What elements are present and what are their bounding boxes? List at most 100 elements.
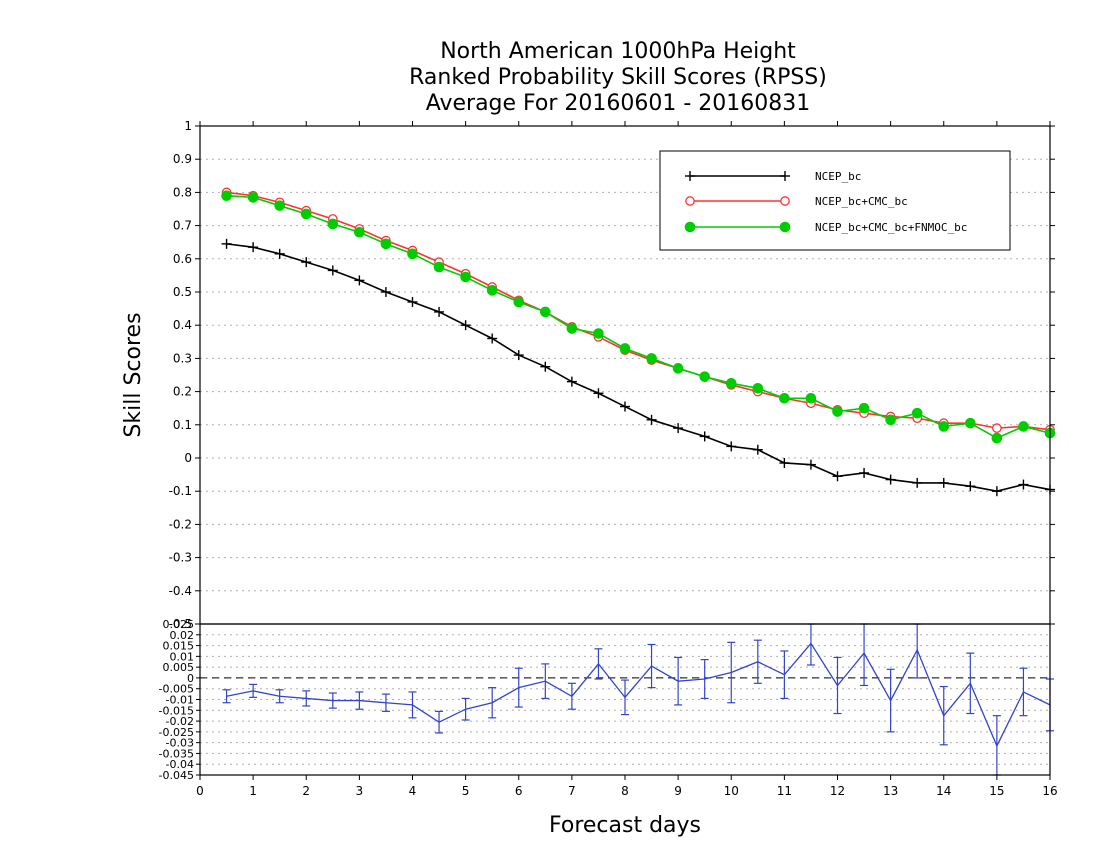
- series-0-point: [912, 477, 923, 488]
- series-0-point: [673, 423, 684, 434]
- series-0-point: [593, 388, 604, 399]
- diff-line: [226, 642, 1051, 748]
- diff-errorbar: [249, 683, 258, 698]
- main-y-tick-label: -0.4: [169, 584, 192, 598]
- series-0-point: [354, 275, 365, 286]
- main-y-tick-label: 0: [184, 451, 192, 465]
- x-tick-label: 15: [989, 784, 1004, 798]
- diff-y-tick-label: -0.02: [166, 715, 194, 728]
- diff-errorbar: [674, 656, 683, 706]
- diff-errorbar: [700, 658, 709, 700]
- series-0-point: [248, 242, 259, 253]
- x-tick-label: 14: [936, 784, 951, 798]
- y-axis-title: Skill Scores: [121, 312, 146, 437]
- diff-errorbar: [939, 685, 948, 746]
- diff-errorbar: [753, 639, 762, 684]
- main-y-tick-label: 0.3: [173, 351, 192, 365]
- diff-errorbar: [727, 641, 736, 704]
- series-2-point: [672, 363, 684, 374]
- diff-errorbar: [408, 691, 417, 719]
- series-0-point: [832, 471, 843, 482]
- series-2-point: [752, 382, 764, 394]
- main-y-tick-label: -0.5: [169, 617, 192, 631]
- diff-y-tick-label: -0.005: [159, 683, 194, 696]
- series-0-point: [752, 444, 763, 455]
- x-tick-label: 6: [515, 784, 523, 798]
- diff-errorbar: [833, 656, 842, 715]
- legend-marker: [779, 221, 791, 233]
- series-2-point: [486, 285, 498, 296]
- series-2-point: [433, 261, 445, 273]
- diff-y-tick-label: 0.005: [163, 661, 195, 674]
- diff-errorbar: [621, 679, 629, 716]
- legend-marker: [684, 221, 696, 233]
- diff-errorbar: [222, 689, 231, 704]
- series-0-point: [859, 467, 870, 478]
- diff-errorbar: [806, 623, 815, 666]
- main-series-layer: [221, 187, 1056, 497]
- x-tick-label: 10: [724, 784, 739, 798]
- series-2-point: [885, 414, 896, 426]
- series-2-point: [300, 208, 312, 220]
- main-y-axis: -0.5 -0.4 -0.3 -0.2 -0.1 0 0.1 0.2 0.3 0.4 0.5 0.6 0…: [169, 119, 1055, 631]
- series-2-point: [566, 323, 578, 334]
- main-y-tick-label: 0.6: [173, 252, 192, 266]
- x-tick-label: 2: [302, 784, 310, 798]
- series-1-point: [992, 423, 1002, 433]
- series-2-point: [619, 343, 631, 354]
- legend: NCEP_bc NCEP_bc+CMC_bc NCEP_bc+CMC_bc+FNMO…: [659, 150, 1011, 251]
- series-2-point: [911, 407, 923, 419]
- series-0-point: [301, 257, 312, 268]
- diff-y-tick-label: 0.015: [163, 640, 195, 653]
- series-2-point: [805, 392, 817, 404]
- diff-y-tick-label: 0.01: [170, 650, 195, 663]
- diff-y-axis: -0.045-0.04-0.035-0.03-0.025-0.02-0.015-…: [159, 618, 200, 782]
- series-2-point: [699, 371, 710, 382]
- main-y-tick-label: 1: [184, 119, 192, 133]
- x-axis: 0 1 2 3 4 5 6 7 8 9 10 11 12 13 14 15 16: [196, 121, 1058, 798]
- series-0-point: [885, 474, 896, 485]
- series-0-point: [779, 457, 790, 468]
- series-0-point: [726, 441, 737, 452]
- series-0-point: [407, 296, 418, 307]
- x-tick-label: 3: [356, 784, 364, 798]
- diff-y-tick-label: -0.015: [159, 704, 194, 717]
- diff-errorbar: [886, 668, 895, 733]
- diff-errorbar: [567, 682, 576, 710]
- series-0-point: [991, 486, 1002, 497]
- series-0-point: [805, 459, 816, 470]
- main-y-tick-label: -0.3: [169, 551, 192, 565]
- diff-errorbar: [488, 687, 497, 719]
- series-2-point: [274, 200, 285, 211]
- sub-series-layer: [222, 623, 1054, 776]
- series-0-point: [274, 248, 285, 259]
- main-y-tick-label: -0.2: [169, 517, 192, 531]
- diff-errorbar: [780, 650, 789, 700]
- diff-errorbar: [355, 691, 364, 710]
- diff-errorbar: [461, 697, 470, 721]
- diff-errorbar: [860, 623, 869, 687]
- diff-y-tick-label: -0.04: [166, 758, 194, 771]
- main-y-tick-label: 0.7: [173, 219, 192, 233]
- diff-errorbar: [302, 690, 311, 707]
- series-2-point: [513, 296, 525, 308]
- diff-errorbar: [381, 693, 390, 712]
- x-tick-label: 5: [462, 784, 470, 798]
- series-0-point: [646, 414, 657, 425]
- series-2-point: [540, 306, 551, 318]
- diff-errorbar: [913, 623, 922, 679]
- series-0-point: [699, 431, 710, 442]
- diff-errorbar: [328, 692, 337, 709]
- series-2-point: [221, 190, 232, 202]
- diff-errorbar: [1019, 667, 1028, 717]
- main-y-tick-label: 0.9: [173, 152, 192, 166]
- series-2-point: [965, 417, 976, 429]
- series-0-point: [938, 477, 949, 488]
- legend-marker: [780, 196, 790, 206]
- series-2-point: [725, 378, 737, 389]
- series-0-point: [487, 333, 498, 344]
- diff-y-tick-label: -0.03: [166, 737, 194, 750]
- series-2-point: [327, 218, 339, 230]
- x-tick-label: 8: [621, 784, 629, 798]
